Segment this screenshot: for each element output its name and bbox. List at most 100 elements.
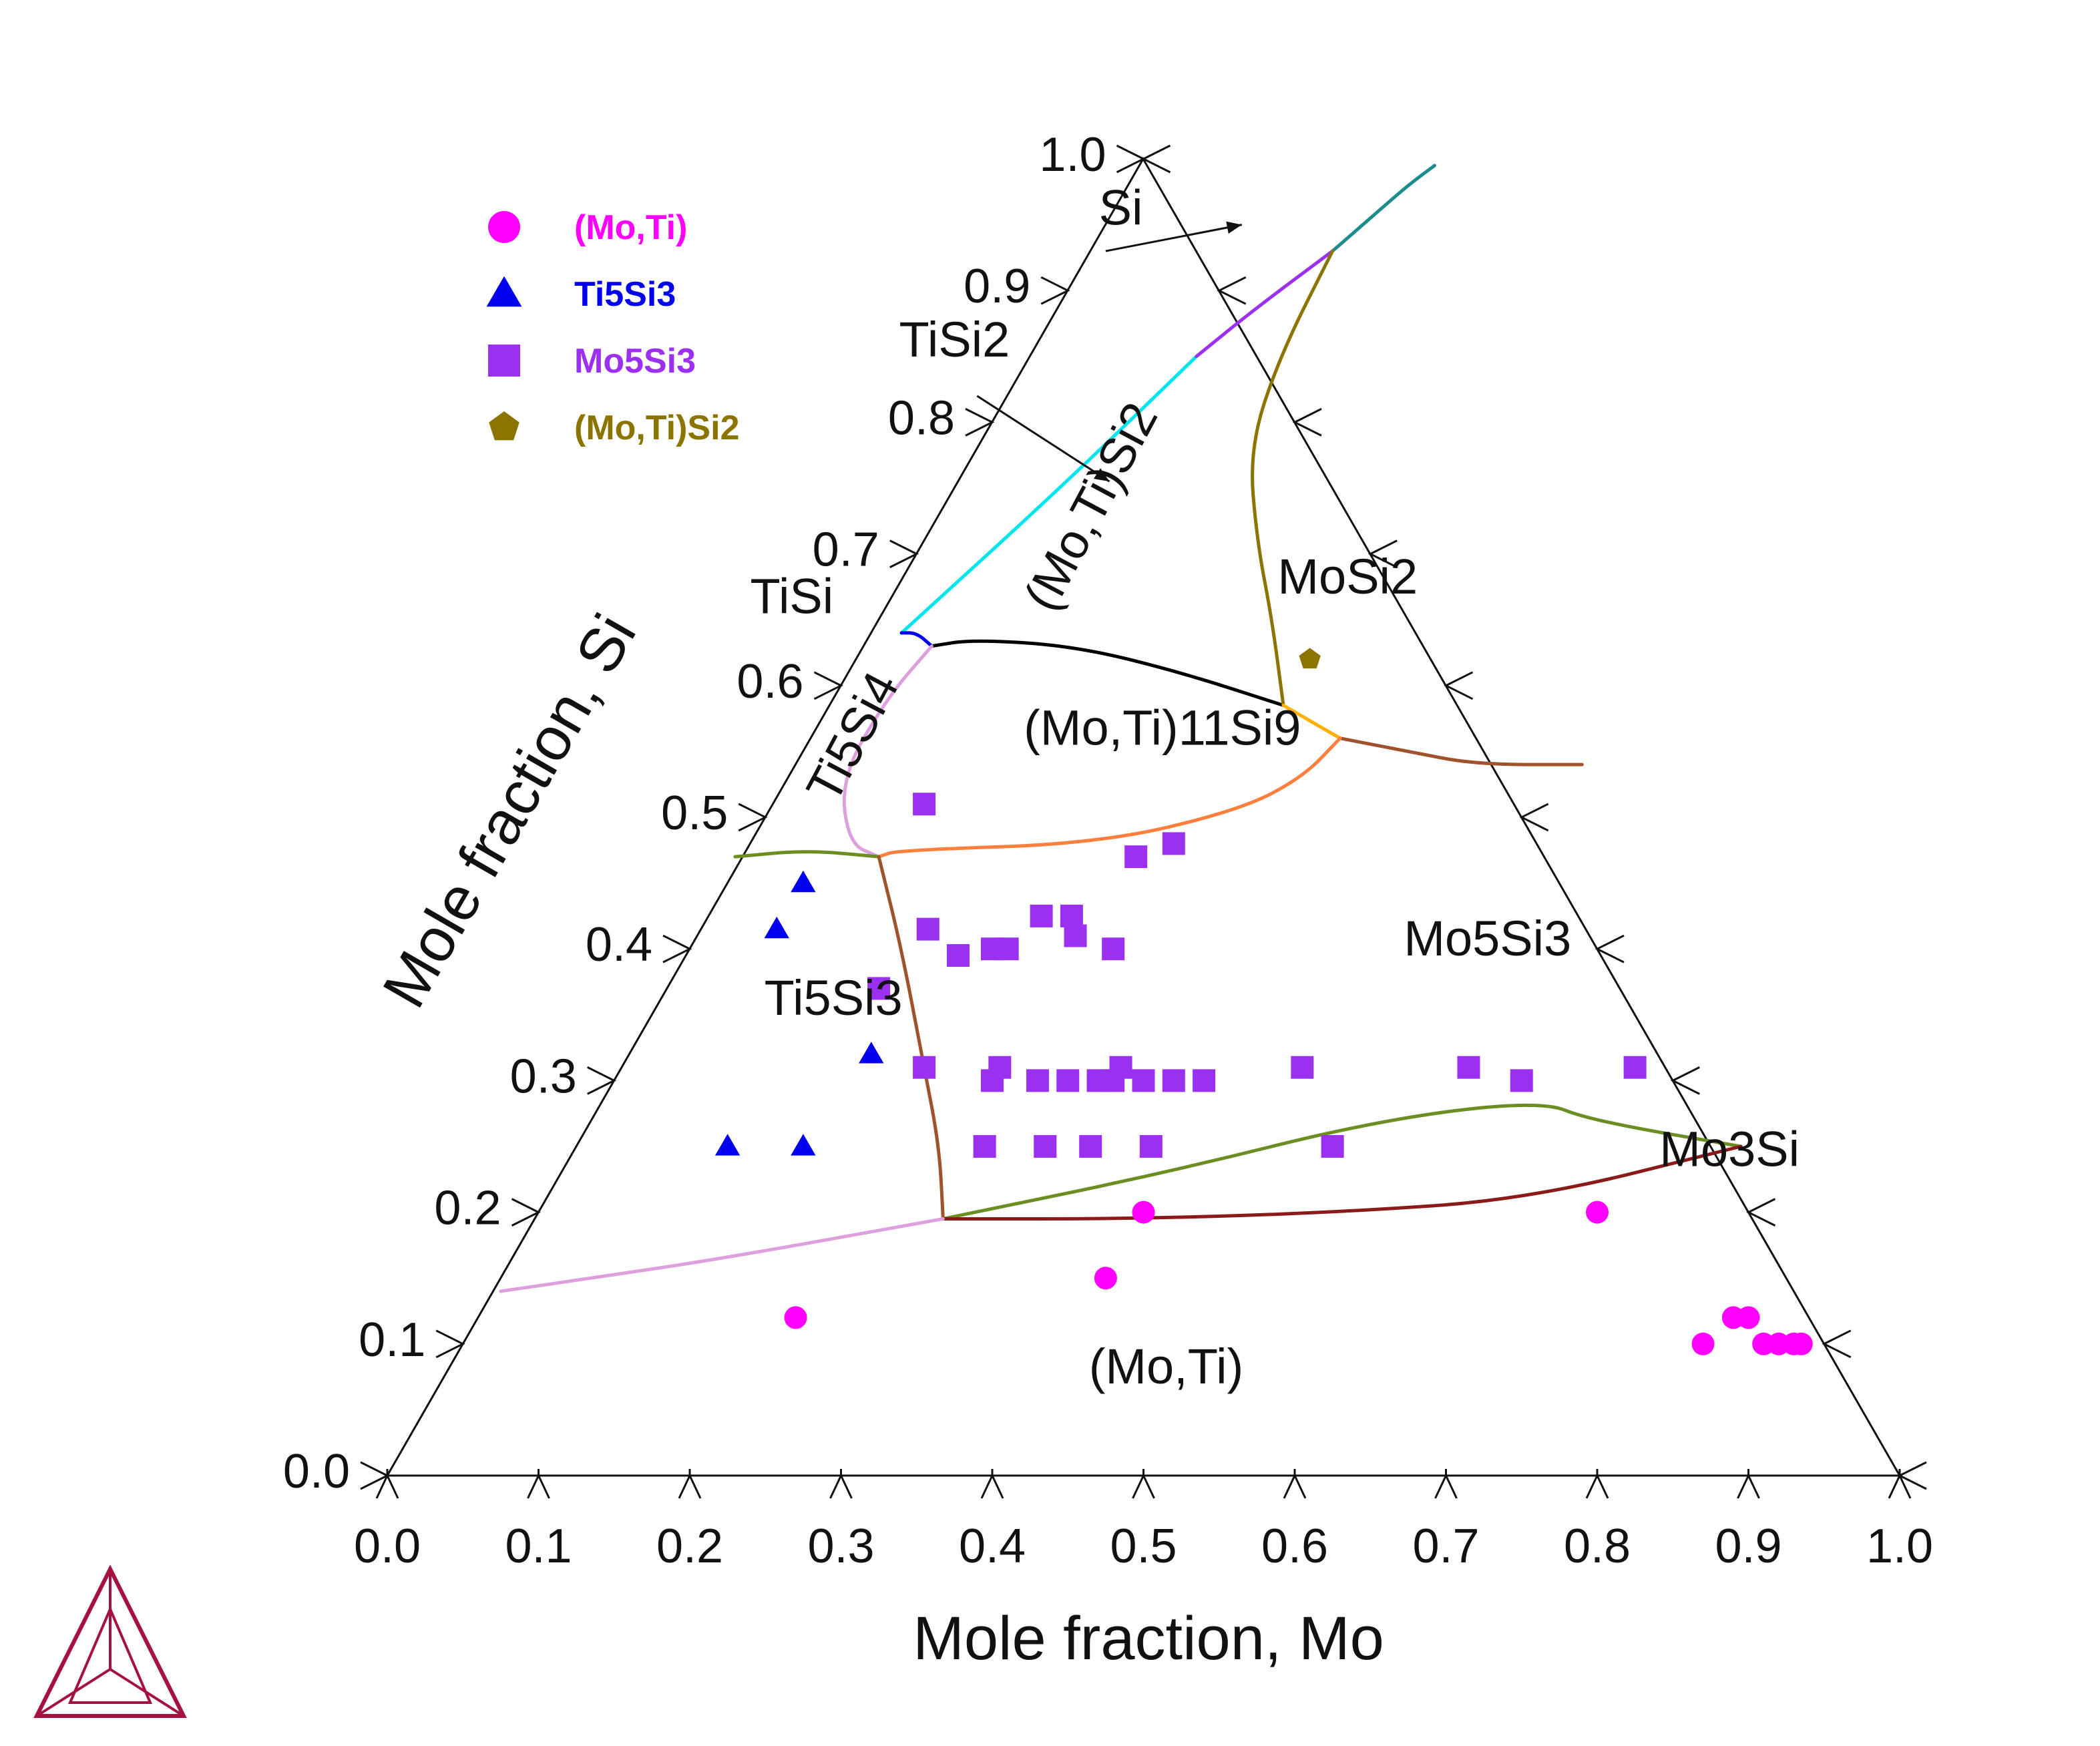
region-label: (Mo,Ti)11Si9: [1024, 700, 1301, 756]
data-point-circle: [1586, 1201, 1609, 1224]
data-point-square: [1079, 1135, 1102, 1158]
phase-boundary-line: [877, 736, 1342, 859]
bottom-tick-mark: [1585, 1469, 1609, 1499]
bottom-tick-label: 0.9: [1715, 1520, 1781, 1573]
phase-boundary-line: [733, 850, 881, 859]
bottom-tick-mark: [527, 1469, 550, 1499]
right-tick-mark: [1368, 539, 1398, 568]
data-point-square: [913, 793, 936, 816]
label-arrow-line: [976, 395, 1110, 483]
data-point-square: [1510, 1069, 1533, 1092]
data-point-square: [1124, 845, 1148, 869]
data-point-square: [1162, 1069, 1185, 1092]
data-point-square: [996, 937, 1019, 961]
phase-boundary-line: [929, 639, 1285, 707]
left-tick-label: 1.0: [1039, 128, 1106, 182]
data-point-square: [488, 345, 520, 377]
left-tick-mark: [738, 803, 768, 832]
data-point-square: [947, 944, 970, 967]
data-point-square: [1034, 1135, 1057, 1158]
phase-boundary-line: [941, 1144, 1743, 1221]
data-point-circle: [1790, 1332, 1813, 1355]
phase-boundary-line: [1251, 249, 1335, 707]
left-tick-mark: [435, 1329, 465, 1359]
label-arrowhead: [1093, 468, 1110, 482]
phase-boundary-line: [941, 1103, 1743, 1221]
left-tick-label: 0.7: [813, 523, 879, 577]
bottom-tick-mark: [1283, 1469, 1307, 1499]
bottom-tick-mark: [829, 1469, 853, 1499]
left-tick-mark: [813, 671, 843, 700]
data-point-triangle: [714, 1134, 741, 1156]
left-tick-mark: [511, 1198, 541, 1227]
phase-boundary-line: [899, 355, 1199, 635]
right-tick-mark: [1217, 276, 1247, 305]
bottom-tick-mark: [1434, 1469, 1458, 1499]
phase-boundary-line: [1331, 164, 1437, 253]
left-tick-label: 0.1: [359, 1313, 425, 1367]
region-label: TiSi2: [899, 312, 1010, 367]
bottom-tick-label: 0.7: [1412, 1520, 1479, 1573]
bottom-tick-label: 0.8: [1564, 1520, 1631, 1573]
data-point-square: [1162, 832, 1185, 855]
legend-entry-label: Ti5Si3: [574, 275, 676, 314]
data-point-triangle: [859, 1042, 884, 1064]
phase-boundary-line: [1195, 249, 1335, 359]
data-point-square: [916, 917, 939, 941]
data-point-triangle: [791, 1134, 816, 1156]
data-point-square: [1291, 1056, 1314, 1079]
data-point-circle: [1132, 1201, 1155, 1224]
bottom-tick-label: 0.4: [959, 1520, 1026, 1573]
label-arrowhead: [1226, 221, 1242, 234]
legend-entry-label: (Mo,Ti): [574, 208, 687, 247]
left-tick-label: 0.9: [964, 260, 1030, 313]
region-label: MoSi2: [1277, 549, 1418, 604]
legend-entry-label: (Mo,Ti)Si2: [574, 409, 739, 447]
left-tick-label: 0.8: [888, 391, 955, 445]
region-labels: Si TiSi2(Mo,Ti)Si2 MoSi2 TiSi Ti5Si4 (Mo,Ti)1…: [751, 180, 1800, 1394]
left-tick-mark: [1116, 144, 1146, 174]
data-point-square: [913, 1056, 936, 1079]
data-point-square: [1457, 1056, 1480, 1079]
phase-boundary-line: [1281, 703, 1342, 740]
right-tick-mark: [1746, 1198, 1776, 1227]
data-point-square: [1060, 904, 1083, 927]
phase-boundary-line: [899, 631, 933, 648]
bottom-tick-label: 0.1: [505, 1520, 572, 1573]
right-tick-mark: [1670, 1066, 1700, 1095]
phase-boundary-line: [1338, 736, 1584, 767]
region-label: Ti5Si4: [795, 663, 909, 811]
data-point-square: [1321, 1135, 1344, 1158]
data-point-triangle: [764, 916, 789, 939]
data-point-square: [1132, 1069, 1155, 1092]
bottom-tick-mark: [980, 1469, 1004, 1499]
data-point-square: [1193, 1069, 1216, 1092]
data-point-square: [1139, 1135, 1163, 1158]
right-tick-mark: [1595, 934, 1625, 963]
label-arrow-line: [1105, 224, 1243, 252]
region-label: TiSi: [751, 568, 834, 624]
bottom-tick-label: 0.6: [1261, 1520, 1328, 1573]
left-tick-label: 0.0: [283, 1445, 350, 1498]
right-tick-mark: [1519, 803, 1549, 832]
right-tick-mark: [1444, 671, 1474, 700]
data-point-circle: [1737, 1306, 1760, 1329]
data-point-square: [867, 977, 891, 1000]
data-point-square: [1102, 1069, 1125, 1092]
data-point-square: [1026, 1069, 1049, 1092]
data-point-circle: [1691, 1332, 1715, 1355]
left-tick-mark: [1040, 276, 1070, 305]
data-point-square: [973, 1135, 996, 1158]
region-label: Mo3Si: [1659, 1122, 1800, 1177]
legend: (Mo,Ti) Ti5Si3 Mo5Si3 (Mo,Ti)Si2: [486, 208, 739, 447]
data-point-square: [1623, 1056, 1647, 1079]
region-label: (Mo,Ti): [1089, 1339, 1244, 1394]
phase-boundaries: [499, 164, 1743, 1293]
data-point-square: [1056, 1069, 1080, 1092]
data-point-triangle: [486, 276, 522, 307]
thermo-calc-logo: [33, 1564, 187, 1718]
region-label: Ti5Si3: [765, 970, 903, 1026]
data-point-pentagon: [1299, 648, 1321, 669]
region-label: Si: [1099, 180, 1143, 236]
